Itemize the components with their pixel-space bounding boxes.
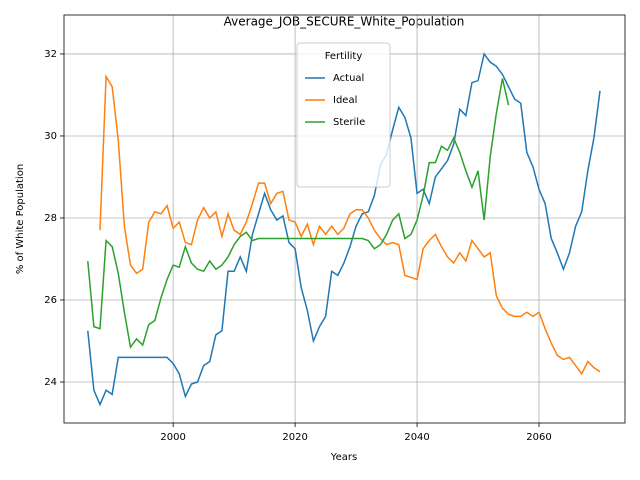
legend-label: Sterile [333,117,365,128]
line [87,52,601,407]
line [99,73,601,376]
legend-title: Fertility [325,51,363,62]
y-tick-label: 26 [44,295,57,306]
line [87,78,510,349]
x-tick-label: 2040 [404,432,429,443]
y-tick-label: 28 [44,213,57,224]
legend-label: Ideal [333,95,357,106]
x-tick-label: 2060 [526,432,551,443]
y-tick-label: 32 [44,49,57,60]
plot-frame [63,14,626,424]
legend-label: Actual [333,73,364,84]
x-tick-label: 2020 [282,432,307,443]
x-tick-label: 2000 [160,432,185,443]
legend-box [296,42,391,188]
x-axis-label: Years [330,452,357,463]
y-tick-label: 30 [44,131,57,142]
y-axis-label: % of White Population [15,164,26,274]
y-tick-label: 24 [44,377,57,388]
chart-title: Average_JOB_SECURE_White_Population [224,15,465,29]
